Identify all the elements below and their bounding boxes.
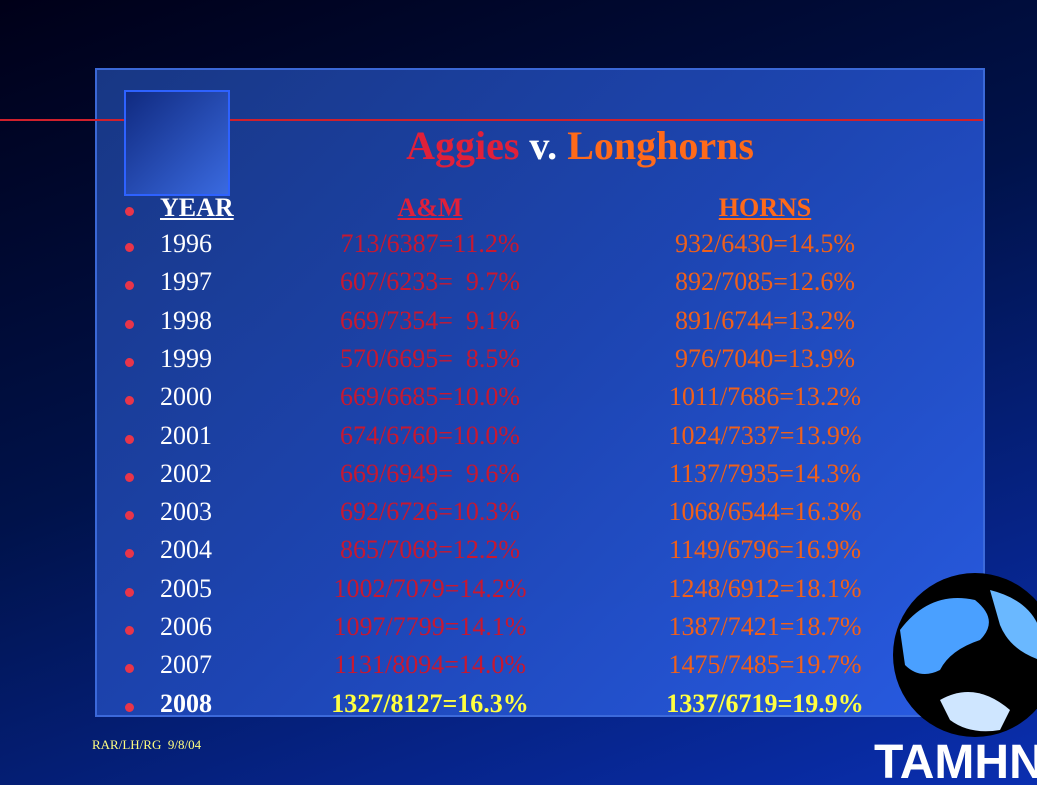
table-row: 2002 669/6949= 9.6%1137/7935=14.3% — [0, 459, 1037, 496]
logo-text: TAMHN — [874, 735, 1037, 785]
horns-cell: HORNS — [585, 193, 945, 223]
am-cell: 1327/8127=16.3% — [250, 689, 610, 719]
am-cell: 570/6695= 8.5% — [250, 344, 610, 374]
horns-cell: 891/6744=13.2% — [585, 306, 945, 336]
year-cell: 2003 — [160, 497, 212, 527]
horns-cell: 932/6430=14.5% — [585, 229, 945, 259]
year-cell: 2005 — [160, 574, 212, 604]
am-cell: 1097/7799=14.1% — [250, 612, 610, 642]
am-cell: 669/6949= 9.6% — [250, 459, 610, 489]
horns-cell: 892/7085=12.6% — [585, 267, 945, 297]
am-cell: 1131/8094=14.0% — [250, 650, 610, 680]
year-cell: 2000 — [160, 382, 212, 412]
bullet — [125, 396, 134, 405]
table-row: 2004 865/7068=12.2%1149/6796=16.9% — [0, 535, 1037, 572]
am-cell: 865/7068=12.2% — [250, 535, 610, 565]
bullet — [125, 358, 134, 367]
horns-cell: 1149/6796=16.9% — [585, 535, 945, 565]
footer: RAR/LH/RG 9/8/04 — [92, 737, 201, 753]
year-cell: 1998 — [160, 306, 212, 336]
table-row: 1999 570/6695= 8.5%976/7040=13.9% — [0, 344, 1037, 381]
year-cell: 1999 — [160, 344, 212, 374]
bullet — [125, 549, 134, 558]
bullet — [125, 511, 134, 520]
bullet — [125, 281, 134, 290]
globe-logo — [880, 570, 1037, 740]
year-cell: 2007 — [160, 650, 212, 680]
bullet — [125, 588, 134, 597]
table-row: 1997 607/6233= 9.7%892/7085=12.6% — [0, 267, 1037, 304]
year-cell: 1996 — [160, 229, 212, 259]
year-cell: 2001 — [160, 421, 212, 451]
title: Aggies v. Longhorns — [0, 122, 1037, 169]
am-cell: 674/6760=10.0% — [250, 421, 610, 451]
year-cell: 2002 — [160, 459, 212, 489]
horns-cell: 1137/7935=14.3% — [585, 459, 945, 489]
table-row: 2001 674/6760=10.0%1024/7337=13.9% — [0, 421, 1037, 458]
am-cell: 669/6685=10.0% — [250, 382, 610, 412]
am-cell: 669/7354= 9.1% — [250, 306, 610, 336]
year-cell: 2006 — [160, 612, 212, 642]
horns-cell: 1068/6544=16.3% — [585, 497, 945, 527]
bullet — [125, 473, 134, 482]
title-aggies: Aggies — [406, 123, 519, 168]
title-v: v. — [529, 123, 557, 168]
horns-cell: 1024/7337=13.9% — [585, 421, 945, 451]
title-longhorns: Longhorns — [567, 123, 754, 168]
year-cell: 1997 — [160, 267, 212, 297]
am-cell: 692/6726=10.3% — [250, 497, 610, 527]
horns-cell: 976/7040=13.9% — [585, 344, 945, 374]
bullet — [125, 207, 134, 216]
bullet — [125, 664, 134, 673]
bullet — [125, 320, 134, 329]
year-cell: 2008 — [160, 689, 212, 719]
bullet — [125, 243, 134, 252]
table-row: 2000 669/6685=10.0%1011/7686=13.2% — [0, 382, 1037, 419]
horns-cell: 1011/7686=13.2% — [585, 382, 945, 412]
table-row: 2003 692/6726=10.3%1068/6544=16.3% — [0, 497, 1037, 534]
bullet — [125, 626, 134, 635]
table-row: 1996 713/6387=11.2%932/6430=14.5% — [0, 229, 1037, 266]
table-row: 1998 669/7354= 9.1%891/6744=13.2% — [0, 306, 1037, 343]
bullet — [125, 703, 134, 712]
am-cell: 607/6233= 9.7% — [250, 267, 610, 297]
year-cell: 2004 — [160, 535, 212, 565]
am-cell: A&M — [250, 193, 610, 223]
am-cell: 1002/7079=14.2% — [250, 574, 610, 604]
slide: Aggies v. Longhorns YEAR A&MHORNS 1996 713/… — [0, 0, 1037, 785]
am-cell: 713/6387=11.2% — [250, 229, 610, 259]
year-cell: YEAR — [160, 193, 234, 223]
bullet — [125, 435, 134, 444]
